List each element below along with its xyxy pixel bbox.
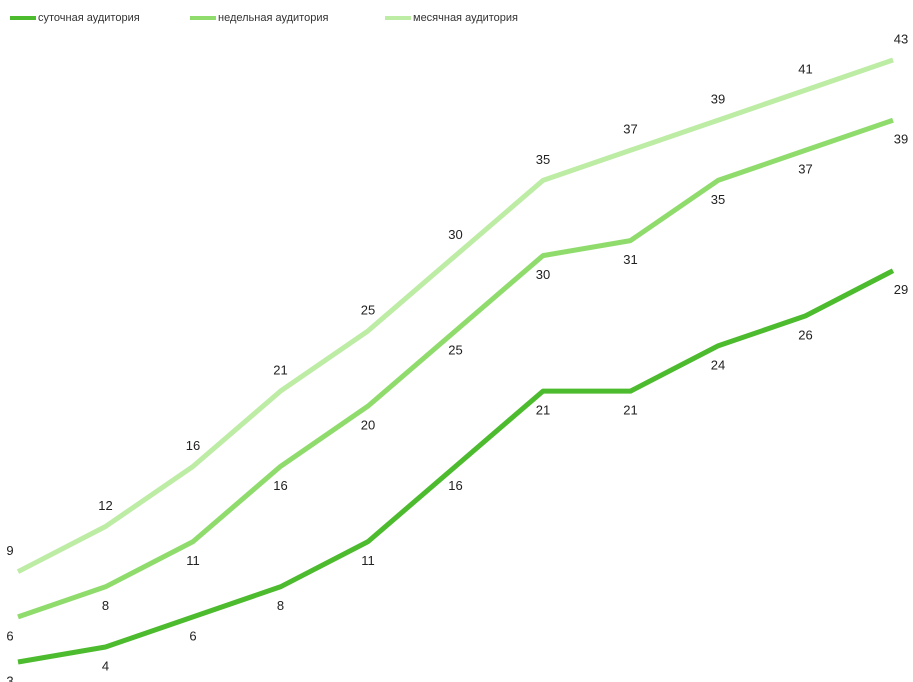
series-line — [17, 117, 894, 620]
data-label: 21 — [536, 403, 550, 418]
data-label: 35 — [536, 152, 550, 167]
data-label: 25 — [448, 342, 462, 357]
data-label: 11 — [186, 553, 200, 568]
data-label: 9 — [6, 543, 13, 558]
data-label: 11 — [361, 553, 375, 568]
data-label: 37 — [798, 162, 812, 177]
data-label: 6 — [189, 628, 196, 643]
legend-label: месячная аудитория — [413, 12, 518, 24]
legend-label: недельная аудитория — [218, 12, 328, 24]
data-label: 41 — [798, 62, 812, 77]
data-label: 16 — [273, 478, 287, 493]
data-label: 16 — [186, 438, 200, 453]
data-label: 29 — [894, 282, 908, 297]
data-label: 8 — [277, 598, 284, 613]
data-label: 24 — [711, 357, 725, 372]
data-label: 3 — [6, 673, 13, 682]
data-label: 4 — [102, 658, 109, 673]
data-label: 30 — [448, 227, 462, 242]
data-label: 21 — [623, 403, 637, 418]
series-line — [16, 57, 894, 574]
data-label: 6 — [6, 628, 13, 643]
data-label: 16 — [448, 478, 462, 493]
series-line — [17, 268, 895, 665]
data-label: 8 — [102, 598, 109, 613]
data-label: 35 — [711, 192, 725, 207]
data-label: 30 — [536, 267, 550, 282]
data-label: 12 — [98, 498, 112, 513]
data-label: 31 — [623, 252, 637, 267]
data-label: 20 — [361, 418, 375, 433]
data-label: 37 — [623, 122, 637, 137]
data-label: 25 — [361, 302, 375, 317]
data-label: 43 — [894, 31, 908, 46]
data-label: 26 — [798, 327, 812, 342]
legend-label: суточная аудитория — [38, 12, 140, 24]
data-label: 39 — [711, 92, 725, 107]
data-label: 39 — [894, 132, 908, 147]
data-label: 21 — [273, 363, 287, 378]
